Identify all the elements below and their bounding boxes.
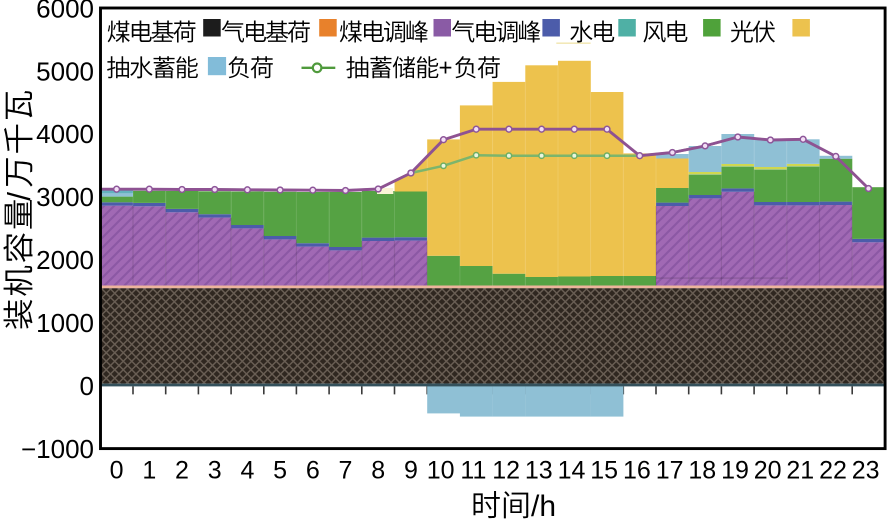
- svg-text:4: 4: [240, 457, 254, 485]
- svg-text:3000: 3000: [36, 182, 94, 212]
- svg-text:9: 9: [404, 457, 418, 485]
- svg-text:14: 14: [558, 457, 586, 485]
- svg-text:1000: 1000: [36, 308, 94, 338]
- svg-text:19: 19: [721, 457, 749, 485]
- svg-text:12: 12: [492, 457, 520, 485]
- svg-text:8: 8: [371, 457, 385, 485]
- svg-text:3: 3: [208, 457, 222, 485]
- svg-text:15: 15: [590, 457, 618, 485]
- svg-text:/: /: [1, 192, 37, 201]
- svg-text:21: 21: [786, 457, 814, 485]
- svg-text:17: 17: [656, 457, 684, 485]
- svg-text:−1000: −1000: [21, 434, 94, 464]
- svg-text:0: 0: [110, 457, 124, 485]
- svg-text:13: 13: [525, 457, 553, 485]
- svg-text:/h: /h: [531, 490, 556, 521]
- svg-text:23: 23: [852, 457, 880, 485]
- svg-text:5: 5: [273, 457, 287, 485]
- svg-text:16: 16: [623, 457, 651, 485]
- svg-text:6: 6: [306, 457, 320, 485]
- svg-text:7: 7: [339, 457, 353, 485]
- svg-text:4000: 4000: [36, 119, 94, 149]
- svg-text:2000: 2000: [36, 245, 94, 275]
- svg-text:18: 18: [688, 457, 716, 485]
- svg-text:22: 22: [819, 457, 847, 485]
- svg-text:1: 1: [142, 457, 156, 485]
- svg-text:+: +: [439, 54, 453, 81]
- svg-text:20: 20: [754, 457, 782, 485]
- svg-text:10: 10: [427, 457, 455, 485]
- svg-text:11: 11: [460, 457, 486, 485]
- svg-text:6000: 6000: [36, 0, 94, 23]
- svg-text:2: 2: [175, 457, 189, 485]
- svg-text:5000: 5000: [36, 56, 94, 86]
- svg-text:0: 0: [80, 371, 94, 401]
